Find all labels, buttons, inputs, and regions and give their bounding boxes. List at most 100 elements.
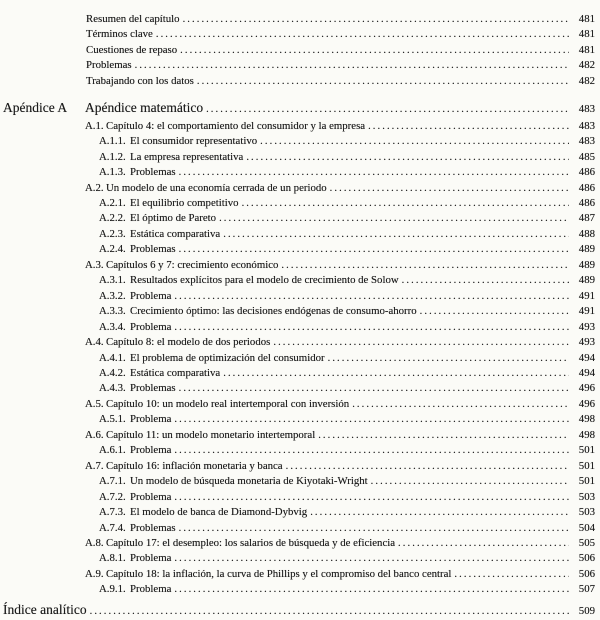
toc-row: A.4.1. El problema de optimización del co…	[0, 351, 595, 366]
toc-row: A.2.1. El equilibrio competitivo.........…	[0, 196, 595, 211]
page-number: 491	[578, 289, 595, 302]
page-number: 486	[578, 197, 595, 210]
entry-number: A.1.1.	[99, 135, 126, 148]
entry-number: A.5.1.	[99, 413, 126, 426]
leader-dots: ........................................…	[401, 275, 569, 287]
toc-row: A.1.1. El consumidor representativo......…	[0, 134, 595, 149]
page-number: 503	[578, 490, 595, 503]
toc-row: A.2.4. Problemas.........................…	[0, 242, 595, 257]
page-number: 494	[578, 367, 595, 380]
entry-number: A.4.3.	[99, 382, 126, 395]
leader-dots: ........................................…	[174, 445, 569, 457]
toc-row: A.5.1. Problema..........................…	[0, 412, 595, 427]
leader-dots: ........................................…	[260, 136, 569, 148]
entry-label: El problema de optimización del consumid…	[130, 351, 325, 364]
entry-label: Cuestiones de repaso	[86, 43, 178, 56]
toc-row: A.7. Capítulo 16: inflación monetaria y b…	[0, 459, 595, 474]
page-number: 483	[578, 103, 595, 116]
toc-row: A.6.1. Problema..........................…	[0, 443, 595, 458]
page-number: 493	[578, 320, 595, 333]
front-matter-entries: Resumen del capítulo....................…	[0, 12, 595, 89]
page-number: 482	[578, 74, 595, 87]
page-number: 496	[578, 382, 595, 395]
leader-dots: ........................................…	[174, 321, 569, 333]
leader-dots: ........................................…	[454, 568, 569, 580]
leader-dots: ........................................…	[182, 14, 569, 25]
toc-row: A.1.3. Problemas.........................…	[0, 165, 595, 180]
leader-dots: ........................................…	[368, 120, 569, 132]
page-number: 501	[578, 475, 595, 488]
leader-dots: ........................................…	[398, 538, 569, 549]
entry-number: A.8.1.	[99, 552, 126, 565]
toc-row: A.9.1. Problema..........................…	[0, 582, 595, 597]
entry-label: Capítulo 16: inflación monetaria y banca	[106, 459, 283, 472]
leader-dots: ........................................…	[223, 368, 569, 380]
entry-number: A.1.3.	[99, 166, 126, 179]
toc-row: A.4.3. Problemas.........................…	[0, 381, 595, 396]
page-number: 489	[578, 243, 595, 256]
leader-dots: ........................................…	[155, 29, 569, 41]
entry-number: A.8.	[85, 537, 104, 549]
page-number: 491	[578, 305, 595, 318]
leader-dots: ........................................…	[223, 228, 569, 240]
entry-label: Capítulo 17: el desempleo: los salarios …	[106, 537, 396, 549]
entry-label: Problema	[130, 444, 172, 457]
entry-label: Problema	[130, 320, 172, 333]
leader-dots: ........................................…	[174, 414, 569, 426]
entry-number: A.3.4.	[99, 320, 126, 333]
entry-label: Estática comparativa	[130, 367, 221, 380]
leader-dots: ........................................…	[89, 605, 569, 617]
index-row: Índice analítico .......................…	[0, 601, 595, 620]
page-number: 501	[578, 459, 595, 472]
toc-row: A.4.2. Estática comparativa..............…	[0, 366, 595, 381]
page-number: 501	[578, 444, 595, 457]
entry-label: Problema	[130, 552, 172, 565]
toc-row: Problemas...............................…	[0, 58, 595, 73]
entry-label: Un modelo de búsqueda monetaria de Kiyot…	[130, 475, 368, 488]
toc-row: A.1.2. La empresa representativa.........…	[0, 150, 595, 165]
toc-row: Cuestiones de repaso....................…	[0, 43, 595, 58]
appendix-section-entries: A.1. Capítulo 4: el comportamiento del co…	[0, 119, 595, 598]
entry-number: A.9.	[85, 567, 104, 580]
entry-number: A.7.2.	[99, 490, 126, 503]
leader-dots: ........................................…	[419, 306, 569, 318]
page-number: 481	[578, 13, 595, 25]
page-number: 482	[578, 59, 595, 72]
page-number: 498	[578, 428, 595, 441]
page-number: 481	[578, 28, 595, 41]
leader-dots: ........................................…	[370, 476, 569, 488]
toc-row: A.5. Capítulo 10: un modelo real intertem…	[0, 397, 595, 412]
entry-label: Resumen del capítulo	[86, 13, 180, 25]
entry-label: La empresa representativa	[130, 150, 244, 163]
entry-number: A.6.	[85, 428, 104, 441]
entry-number: A.7.	[85, 459, 104, 472]
entry-label: Capítulo 8: el modelo de dos periodos	[106, 336, 271, 349]
toc-row: A.4. Capítulo 8: el modelo de dos periodo…	[0, 335, 595, 350]
toc-row: Términos clave..........................…	[0, 27, 595, 42]
toc-row: A.2.2. El óptimo de Pareto...............…	[0, 211, 595, 226]
entry-label: Problemas	[86, 59, 132, 72]
leader-dots: ........................................…	[273, 337, 569, 349]
toc-row: Resumen del capítulo....................…	[0, 12, 595, 27]
entry-number: A.2.1.	[99, 197, 126, 210]
entry-number: A.3.2.	[99, 289, 126, 302]
toc-row: A.3.4. Problema..........................…	[0, 320, 595, 335]
entry-label: Problema	[130, 413, 172, 426]
leader-dots: ........................................…	[134, 60, 569, 72]
entry-label: Problemas	[130, 166, 176, 179]
entry-number: A.2.3.	[99, 227, 126, 240]
page-number: 498	[578, 413, 595, 426]
leader-dots: ........................................…	[310, 507, 569, 519]
page-number: 493	[578, 336, 595, 349]
entry-label: Capítulo 18: la inflación, la curva de P…	[106, 567, 452, 580]
page-number: 487	[578, 212, 595, 225]
entry-number: A.7.4.	[99, 521, 126, 534]
page-number: 503	[578, 506, 595, 519]
entry-number: A.2.2.	[99, 212, 126, 225]
leader-dots: ........................................…	[174, 290, 569, 302]
leader-dots: ........................................…	[178, 167, 569, 179]
page-number: 489	[578, 274, 595, 287]
toc-row: A.7.4. Problemas.........................…	[0, 521, 595, 536]
entry-label: Crecimiento óptimo: las decisiones endóg…	[130, 305, 417, 318]
toc-row: A.7.3. El modelo de banca de Diamond-Dybv…	[0, 505, 595, 520]
